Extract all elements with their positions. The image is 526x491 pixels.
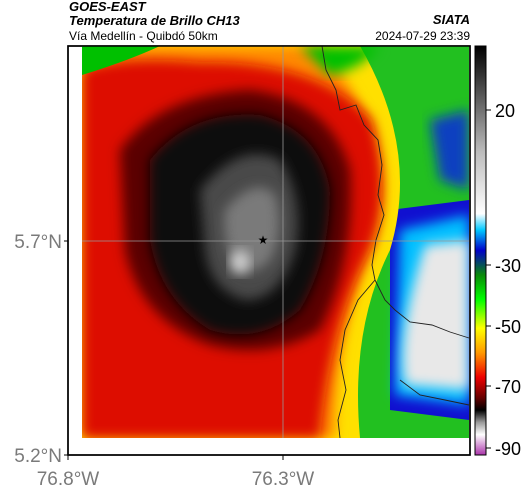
star-icon: ★ xyxy=(258,233,269,247)
timestamp: 2024-07-29 23:39 xyxy=(375,29,470,43)
colorbar-tick-label: -30 xyxy=(495,256,521,276)
lon-tick-label: 76.3°W xyxy=(252,469,315,490)
brand-label: SIATA xyxy=(432,12,470,27)
lon-tick-label: 76.8°W xyxy=(37,469,100,490)
colorbar-ticks xyxy=(486,109,491,449)
lat-tick-label: 5.7°N xyxy=(14,232,62,253)
lat-tick-label: 5.2°N xyxy=(14,446,62,467)
boundary-lines xyxy=(321,45,470,439)
colorbar-tick-label: -90 xyxy=(495,439,521,459)
colorbar xyxy=(474,45,487,456)
colorbar-tick-label: -50 xyxy=(495,317,521,337)
colorbar-tick-label: 20 xyxy=(495,101,515,121)
route-subtitle: Vía Medellín - Quibdó 50km xyxy=(69,29,218,43)
colorbar-tick-label: -70 xyxy=(495,377,521,397)
satellite-title: GOES-EAST xyxy=(69,0,146,14)
gridlines xyxy=(82,46,469,438)
product-title: Temperatura de Brillo CH13 xyxy=(69,13,240,28)
brightness-temperature-field xyxy=(82,46,469,438)
